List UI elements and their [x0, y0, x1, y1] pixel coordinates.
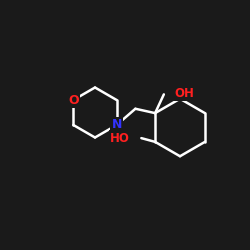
Text: HO: HO — [110, 132, 130, 144]
Text: OH: OH — [174, 87, 194, 100]
Text: N: N — [112, 118, 122, 132]
Text: O: O — [68, 94, 79, 106]
